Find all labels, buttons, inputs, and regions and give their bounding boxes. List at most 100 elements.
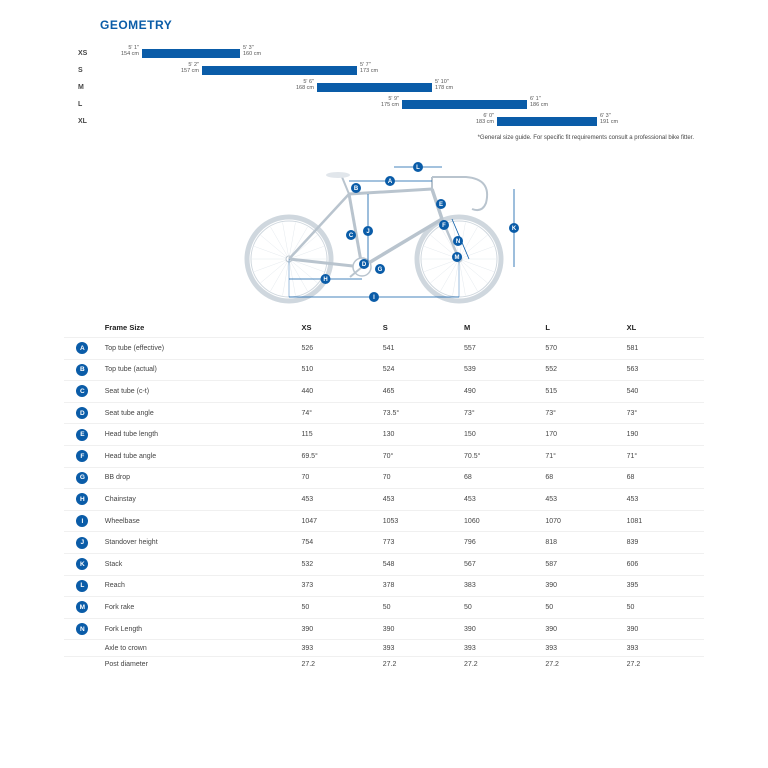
metric-value: 453 [379,489,460,511]
badge-cell: I [64,510,101,532]
metric-value: 510 [297,359,378,381]
badge-cell: E [64,424,101,446]
metric-value: 541 [379,338,460,360]
metric-value: 390 [460,618,541,640]
metric-badge: M [76,601,88,613]
metric-value: 190 [623,424,704,446]
size-bar-start: 5' 6" 168 cm [296,79,317,91]
metric-value: 27.2 [460,656,541,672]
metric-value: 526 [297,338,378,360]
col-S: S [379,318,460,338]
metric-name: Wheelbase [101,510,298,532]
badge-cell: N [64,618,101,640]
svg-text:H: H [323,277,327,283]
size-track: 5' 2" 157 cm5' 7" 173 cm [102,63,694,78]
badge-cell: K [64,553,101,575]
metric-value: 453 [623,489,704,511]
metric-badge: I [76,515,88,527]
size-bar-start: 5' 2" 157 cm [181,62,202,74]
metric-value: 567 [460,553,541,575]
metric-value: 395 [623,575,704,597]
metric-badge: A [76,342,88,354]
badge-cell: J [64,532,101,554]
metric-value: 27.2 [379,656,460,672]
metric-value: 552 [541,359,622,381]
metric-value: 540 [623,381,704,403]
table-row: Post diameter27.227.227.227.227.2 [64,656,704,672]
size-label: XS [74,50,102,57]
metric-badge: J [76,537,88,549]
metric-value: 27.2 [297,656,378,672]
size-chart-footnote: *General size guide. For specific fit re… [74,135,694,141]
section-title: GEOMETRY [100,18,708,32]
metric-value: 440 [297,381,378,403]
metric-value: 27.2 [623,656,704,672]
size-label: L [74,101,102,108]
metric-value: 587 [541,553,622,575]
table-row: DSeat tube angle74°73.5°73°73°73° [64,402,704,424]
badge-cell: H [64,489,101,511]
metric-value: 73° [541,402,622,424]
metric-value: 115 [297,424,378,446]
size-bar-end: 5' 3" 160 cm [240,45,261,57]
metric-value: 390 [379,618,460,640]
metric-badge: C [76,385,88,397]
table-row: IWheelbase10471053106010701081 [64,510,704,532]
badge-cell: D [64,402,101,424]
metric-value: 390 [541,575,622,597]
metric-value: 515 [541,381,622,403]
metric-name: Fork Length [101,618,298,640]
metric-name: Top tube (actual) [101,359,298,381]
size-bar-start: 5' 1" 154 cm [121,45,142,57]
bike-geometry-diagram: IHLAKJNECDGBMF [234,149,534,304]
size-track: 5' 6" 168 cm5' 10" 178 cm [102,80,694,95]
metric-value: 130 [379,424,460,446]
table-row: EHead tube length115130150170190 [64,424,704,446]
metric-name: BB drop [101,467,298,489]
metric-value: 453 [297,489,378,511]
table-row: FHead tube angle69.5°70°70.5°71°71° [64,445,704,467]
metric-value: 70.5° [460,445,541,467]
metric-value: 383 [460,575,541,597]
col-XS: XS [297,318,378,338]
metric-value: 74° [297,402,378,424]
col-frame-size: Frame Size [101,318,298,338]
size-bar [202,66,357,75]
badge-cell: A [64,338,101,360]
metric-value: 390 [297,618,378,640]
badge-cell: C [64,381,101,403]
table-row: GBB drop7070686868 [64,467,704,489]
metric-value: 754 [297,532,378,554]
table-row: BTop tube (actual)510524539552563 [64,359,704,381]
badge-cell [64,640,101,657]
metric-value: 50 [297,597,378,619]
svg-text:E: E [439,202,443,208]
metric-value: 68 [460,467,541,489]
metric-value: 532 [297,553,378,575]
table-row: Axle to crown393393393393393 [64,640,704,657]
badge-cell: L [64,575,101,597]
metric-value: 50 [379,597,460,619]
svg-text:K: K [512,226,517,232]
size-bar-end: 6' 1" 186 cm [527,96,548,108]
size-row-M: M5' 6" 168 cm5' 10" 178 cm [74,80,694,95]
size-row-XS: XS 5' 1" 154 cm 5' 3" 160 cm [74,46,694,61]
metric-value: 70 [379,467,460,489]
svg-text:G: G [378,267,383,273]
svg-text:B: B [354,186,359,192]
metric-value: 524 [379,359,460,381]
size-label: M [74,84,102,91]
table-row: CSeat tube (c-t)440465490515540 [64,381,704,403]
badge-cell: B [64,359,101,381]
metric-badge: F [76,450,88,462]
metric-badge: E [76,429,88,441]
size-label: XL [74,118,102,125]
metric-value: 390 [541,618,622,640]
svg-text:N: N [456,239,460,245]
metric-value: 393 [460,640,541,657]
size-bar-start: 5' 9" 175 cm [381,96,402,108]
size-track: 5' 1" 154 cm 5' 3" 160 cm [102,46,694,61]
metric-name: Chainstay [101,489,298,511]
size-bar [142,49,240,58]
metric-name: Post diameter [101,656,298,672]
